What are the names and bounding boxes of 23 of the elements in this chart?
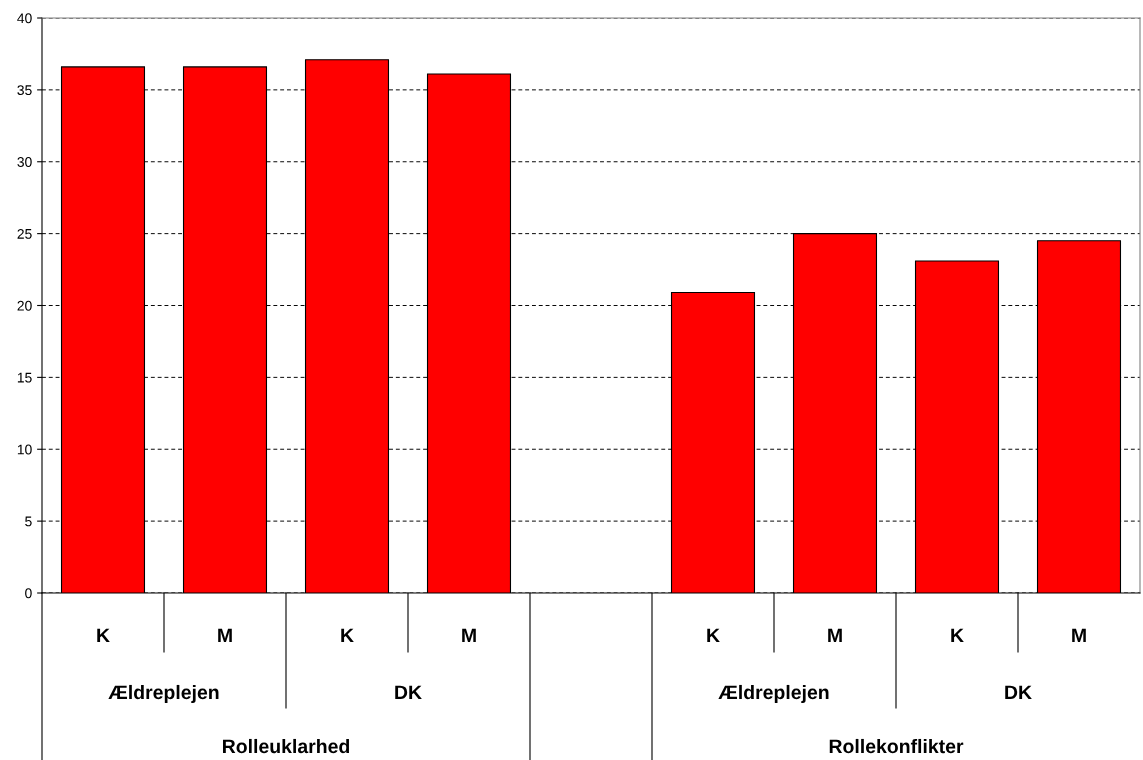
x-tick-label: M [1072,628,1086,643]
text: Ældreplejen [718,684,829,704]
x-tick-label: M [828,628,842,643]
y-tick-label: 10 [17,444,32,455]
x-tick-label: K [951,628,964,643]
x-tick-label: M [462,628,476,643]
text: Rolleuklarhed [223,738,350,754]
x-tick-label: K [97,628,110,643]
text: DK [395,685,422,700]
text: Ældreplejen [108,684,219,704]
y-tick-label: 5 [25,516,32,527]
y-tick-label: 0 [25,588,32,599]
y-tick-label: 30 [17,157,32,167]
text: DK [1005,685,1032,700]
x-tick-label: K [707,628,720,643]
x-tick-label: K [341,628,354,643]
x-tick-label: M [218,628,232,643]
y-tick-label: 35 [17,85,32,96]
y-tick-label: 20 [17,300,32,311]
y-tick-label: 15 [17,372,32,383]
y-tick-label: 40 [17,13,32,24]
text: Rollekonflikter [829,738,964,754]
y-tick-label: 25 [17,228,32,239]
